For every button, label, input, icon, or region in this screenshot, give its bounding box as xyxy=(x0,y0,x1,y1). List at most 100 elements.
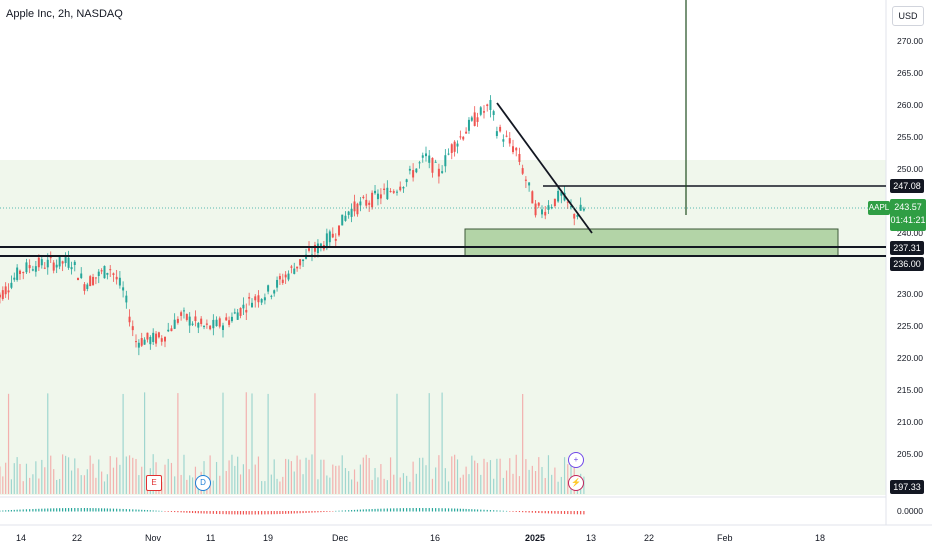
volume-bar xyxy=(480,474,482,494)
volume-bar xyxy=(189,475,191,494)
candle-body xyxy=(399,186,402,191)
level-tag-237: 237.31 xyxy=(890,241,924,255)
dividend-marker[interactable]: D xyxy=(195,475,211,491)
volume-bar xyxy=(135,458,137,494)
candle-body xyxy=(180,312,183,316)
price-tick: 215.00 xyxy=(897,385,923,395)
volume-bar xyxy=(132,457,134,494)
oscillator-bar xyxy=(350,510,353,512)
volume-bar xyxy=(335,465,337,494)
oscillator-bar xyxy=(180,511,182,513)
volume-bar xyxy=(237,456,239,494)
volume-bar xyxy=(119,464,121,494)
oscillator-bar xyxy=(393,508,395,512)
candle-body xyxy=(13,277,16,280)
candle-body xyxy=(396,191,398,193)
oscillator-bar xyxy=(161,510,163,512)
oscillator-bar xyxy=(50,508,52,512)
candle-body xyxy=(157,332,160,338)
volume-bar xyxy=(583,476,585,494)
volume-bar xyxy=(122,393,124,494)
candle-body xyxy=(67,257,70,268)
price-tick: 210.00 xyxy=(897,417,923,427)
oscillator-bar xyxy=(296,511,298,514)
candle-body xyxy=(281,279,284,283)
oscillator-bar xyxy=(422,508,424,512)
oscillator-bar xyxy=(567,511,569,515)
trendline[interactable] xyxy=(496,102,593,234)
oscillator-bar xyxy=(80,508,82,512)
price-tick: 260.00 xyxy=(897,100,923,110)
candle-body xyxy=(328,231,331,243)
oscillator-bar xyxy=(83,508,86,512)
demand-zone[interactable] xyxy=(464,228,839,257)
volume-bar xyxy=(228,460,230,494)
volume-bar xyxy=(329,477,331,494)
candle-body xyxy=(149,336,152,345)
earnings-marker[interactable]: E xyxy=(146,475,162,491)
oscillator-bar xyxy=(576,511,579,515)
candle-body xyxy=(230,316,233,322)
volume-bar xyxy=(89,455,91,494)
oscillator-bar xyxy=(512,511,514,512)
candle-body xyxy=(137,342,140,348)
volume-bar xyxy=(95,477,97,494)
volume-bar xyxy=(282,476,284,494)
oscillator-bar xyxy=(353,509,356,512)
candle-body xyxy=(167,329,170,332)
candle-body xyxy=(389,191,392,193)
volume-bar xyxy=(167,458,169,494)
volume-bar xyxy=(302,474,304,494)
volume-bar xyxy=(348,471,350,494)
volume-bar xyxy=(451,456,453,494)
candle-body xyxy=(566,201,569,203)
candle-body xyxy=(325,233,328,249)
volume-bar xyxy=(174,476,176,494)
oscillator-bar xyxy=(563,511,566,514)
oscillator-bar xyxy=(538,511,540,513)
oscillator-bar xyxy=(465,508,467,512)
oscillator-bar xyxy=(239,511,242,515)
candle-body xyxy=(52,262,55,271)
oscillator-bar xyxy=(502,510,504,512)
candle-body xyxy=(492,111,495,115)
candle-body xyxy=(22,272,25,274)
volume-bar xyxy=(116,457,118,494)
volume-bar xyxy=(314,393,316,494)
oscillator-bar xyxy=(415,508,417,512)
volume-bar xyxy=(141,466,143,494)
candle-body xyxy=(122,287,125,291)
volume-bar xyxy=(10,479,13,494)
candle-body xyxy=(152,332,155,342)
candle-body xyxy=(188,316,191,326)
oscillator-bar xyxy=(499,510,501,512)
currency-button[interactable]: USD xyxy=(892,6,924,26)
oscillator-bar xyxy=(186,511,188,513)
oscillator-bar xyxy=(428,508,430,512)
candle-body xyxy=(550,207,553,209)
oscillator-bar xyxy=(383,508,385,512)
candle-body xyxy=(155,333,158,344)
oscillator-bar xyxy=(53,508,55,512)
oscillator-bar xyxy=(44,508,46,512)
volume-bar xyxy=(380,464,382,494)
candle-body xyxy=(365,199,368,206)
candle-body xyxy=(43,267,46,269)
candle-body xyxy=(319,243,322,248)
volume-bar xyxy=(493,478,495,494)
volume-bar xyxy=(67,457,70,494)
lightning-icon[interactable]: ⚡ xyxy=(568,475,584,491)
volume-bar xyxy=(59,478,61,494)
time-label: 13 xyxy=(586,533,596,543)
oscillator-bar xyxy=(215,511,218,514)
volume-bar xyxy=(261,481,263,494)
volume-bar xyxy=(242,464,245,494)
oscillator-bar xyxy=(308,511,310,513)
candle-body xyxy=(579,204,582,211)
oscillator-bar xyxy=(544,511,546,514)
candle-body xyxy=(441,171,444,173)
candle-body xyxy=(534,203,537,216)
add-event-icon[interactable]: + xyxy=(568,452,584,468)
oscillator-bar xyxy=(338,510,340,512)
